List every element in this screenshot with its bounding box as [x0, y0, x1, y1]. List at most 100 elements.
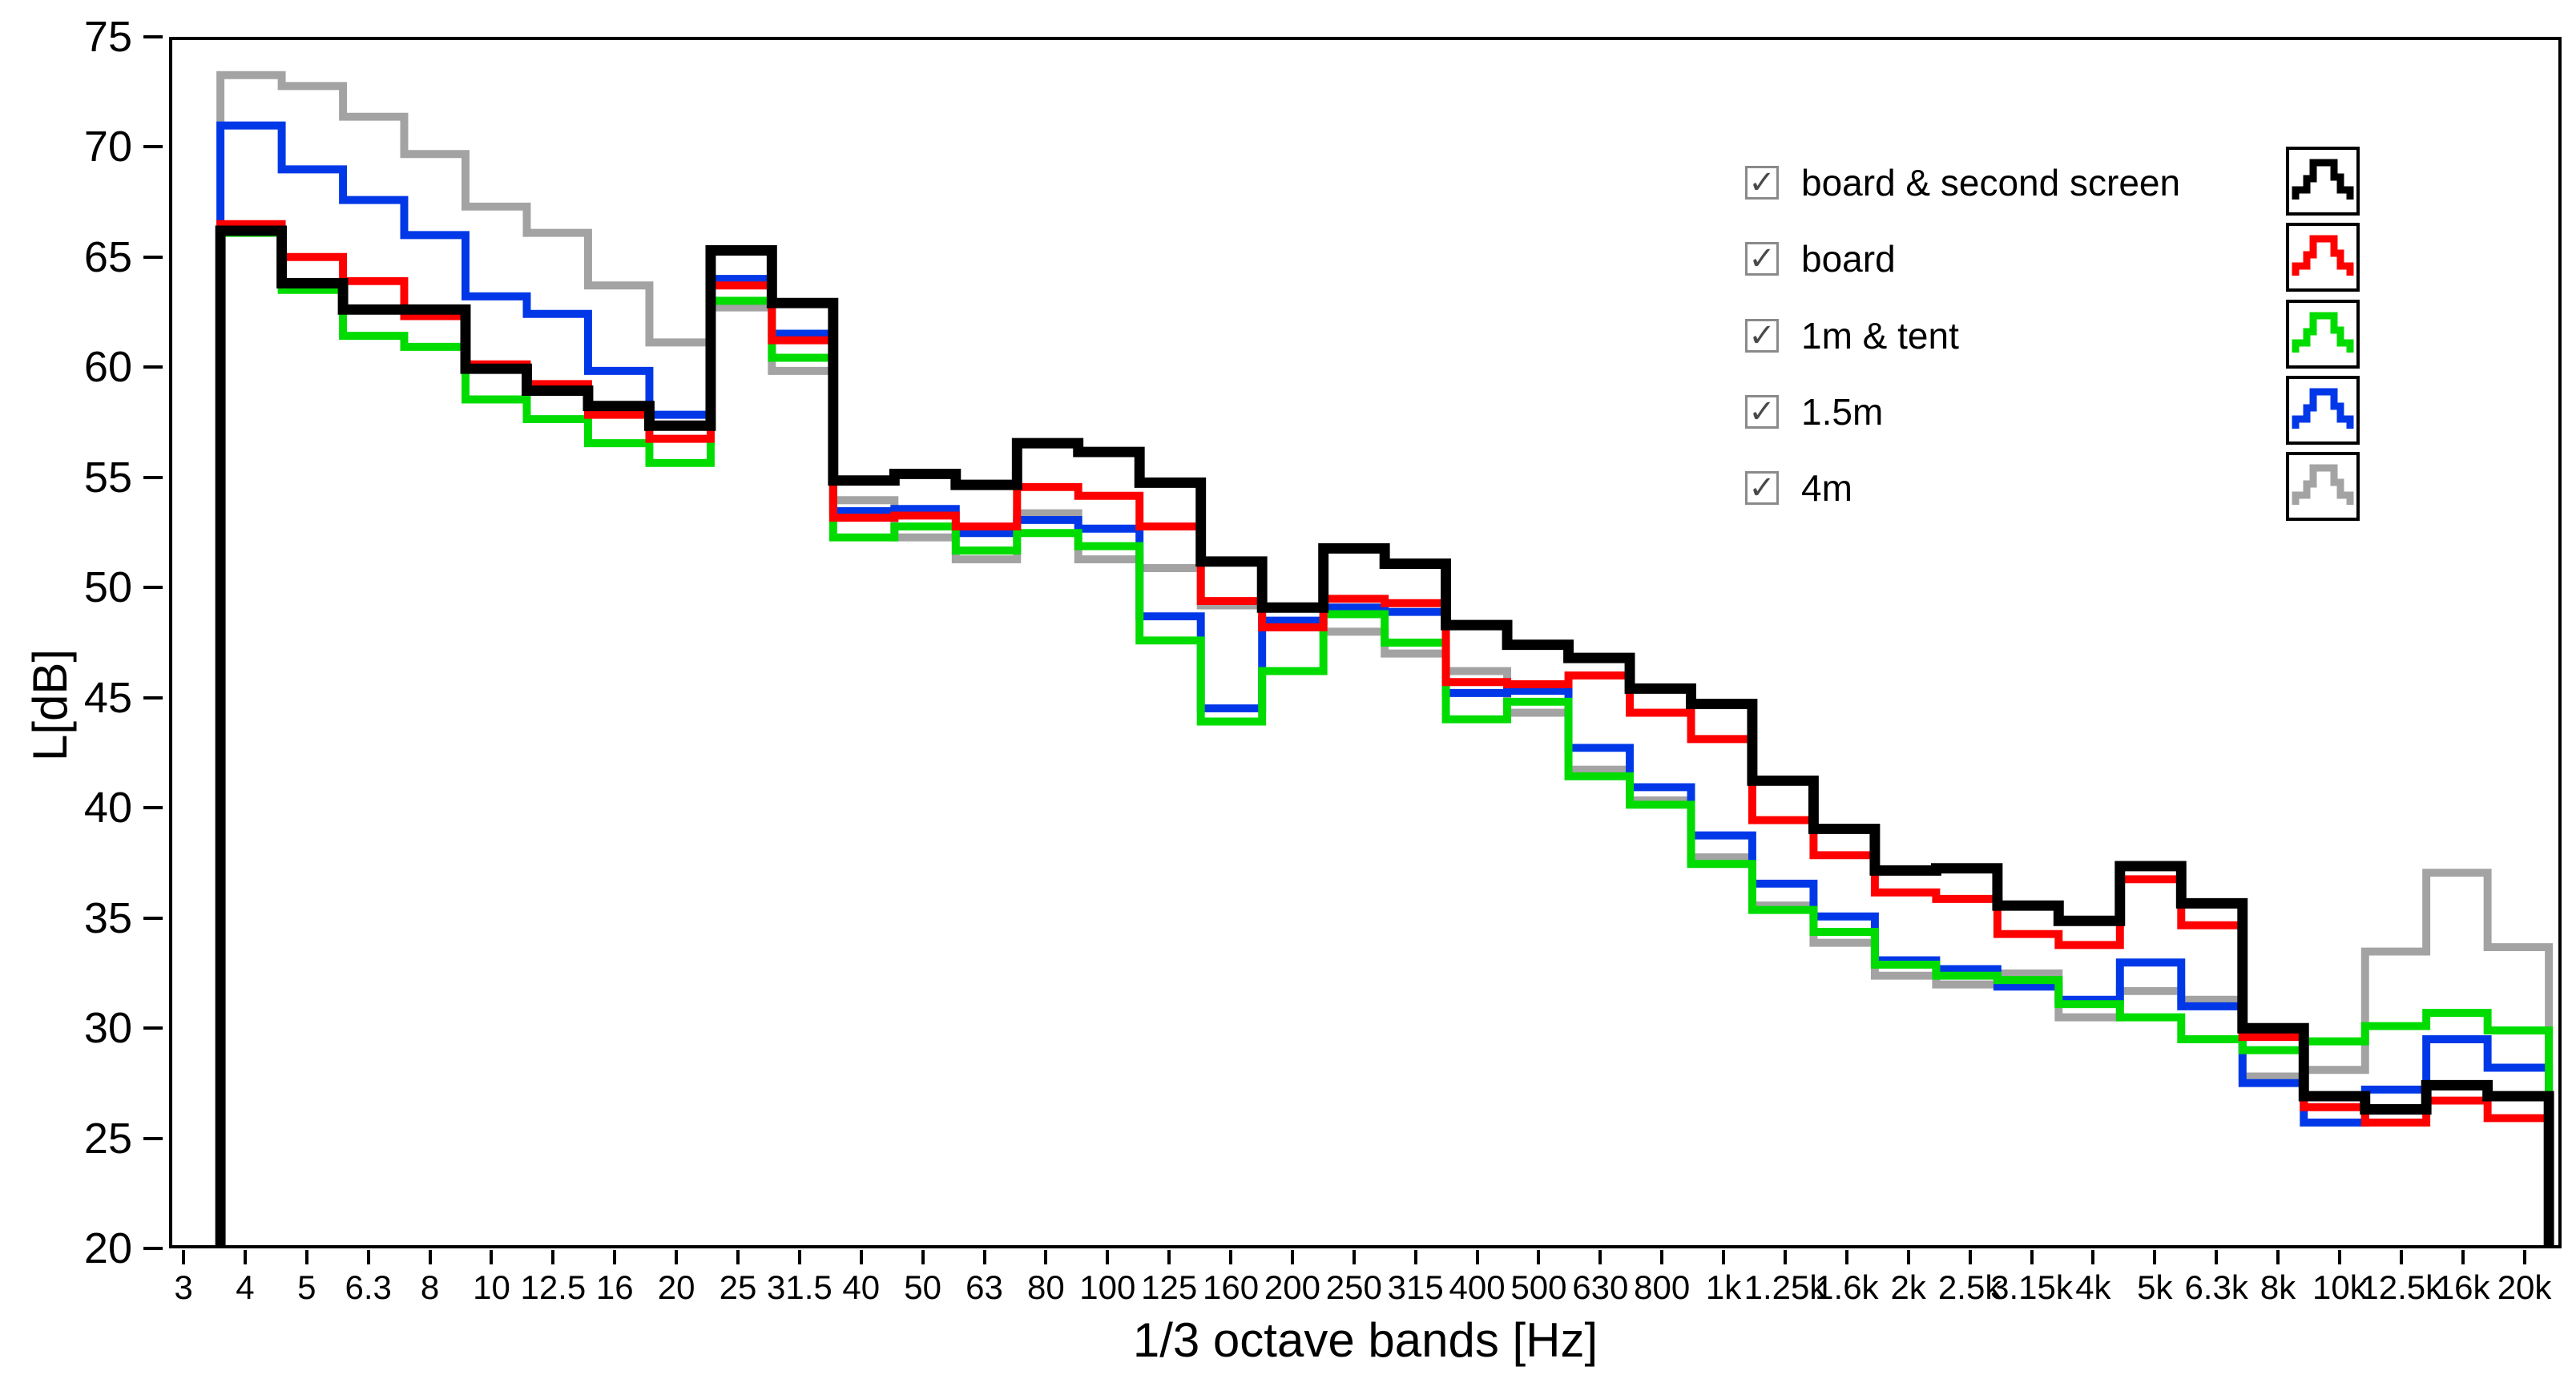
x-tick-label-10: 10 — [473, 1268, 510, 1306]
y-tick-dash-75 — [143, 35, 163, 38]
x-tick-label-3: 3 — [174, 1268, 193, 1306]
y-tick-label-30: 30 — [83, 1004, 132, 1053]
x-tick-label-40: 40 — [842, 1268, 881, 1306]
y-tick-dash-30 — [143, 1026, 163, 1030]
series-style-icon — [2292, 235, 2354, 276]
y-tick-dash-70 — [143, 145, 163, 149]
x-tick-label-20k: 20k — [2497, 1268, 2552, 1306]
x-tick-label-100: 100 — [1079, 1268, 1136, 1306]
y-tick-dash-55 — [143, 475, 163, 479]
x-tick-dash-12.5k — [2399, 1250, 2403, 1264]
x-tick-label-80: 80 — [1027, 1268, 1065, 1306]
x-tick-label-160: 160 — [1202, 1268, 1260, 1306]
x-tick-dash-10k — [2337, 1250, 2341, 1264]
x-tick-label-16: 16 — [595, 1268, 634, 1306]
legend-style-box-1-5m[interactable] — [2286, 376, 2360, 445]
x-tick-dash-3 — [182, 1250, 186, 1264]
x-tick-dash-4 — [243, 1250, 247, 1264]
series-path-4m — [216, 71, 2554, 1245]
plot-area — [169, 37, 2562, 1248]
series-path-board — [216, 220, 2554, 1245]
legend-label-1-5m: 1.5m — [1801, 391, 1884, 433]
legend-checkbox-4m[interactable]: ✓ — [1745, 470, 1779, 506]
legend-style-box-board-second-screen[interactable] — [2286, 147, 2360, 216]
x-tick-label-63: 63 — [965, 1268, 1003, 1306]
x-tick-label-315: 315 — [1387, 1268, 1444, 1306]
x-tick-dash-31.5 — [797, 1250, 801, 1264]
legend-checkbox-1-5m[interactable]: ✓ — [1745, 394, 1779, 429]
x-tick-dash-630 — [1598, 1250, 1602, 1264]
legend-row-1: ✓ board & second screen — [1745, 164, 2180, 201]
x-tick-dash-100 — [1106, 1250, 1110, 1264]
x-axis-title: 1/3 octave bands [Hz] — [1132, 1313, 1598, 1367]
x-tick-label-8: 8 — [420, 1268, 440, 1306]
x-tick-dash-10 — [490, 1250, 494, 1264]
x-tick-dash-5k — [2153, 1250, 2157, 1264]
y-tick-label-65: 65 — [83, 232, 132, 281]
x-tick-label-125: 125 — [1141, 1268, 1198, 1306]
legend-style-box-board[interactable] — [2286, 223, 2360, 292]
legend-style-box-1m-tent[interactable] — [2286, 300, 2360, 369]
x-tick-label-2k: 2k — [1890, 1268, 1926, 1306]
x-tick-label-31.5: 31.5 — [767, 1268, 832, 1306]
x-tick-dash-8k — [2276, 1250, 2280, 1264]
y-tick-dash-40 — [143, 806, 163, 810]
x-tick-label-16k: 16k — [2435, 1268, 2490, 1306]
x-tick-label-200: 200 — [1264, 1268, 1320, 1306]
x-tick-dash-200 — [1290, 1250, 1294, 1264]
x-tick-dash-6.3 — [366, 1250, 370, 1264]
legend-label-board: board — [1801, 238, 1896, 280]
legend-checkbox-1m-tent[interactable]: ✓ — [1745, 318, 1779, 353]
x-tick-label-500: 500 — [1510, 1268, 1567, 1306]
y-tick-dash-25 — [143, 1136, 163, 1140]
y-tick-dash-50 — [143, 586, 163, 590]
x-tick-dash-500 — [1537, 1250, 1541, 1264]
series-path-1m-tent — [216, 228, 2554, 1245]
x-tick-dash-315 — [1413, 1250, 1417, 1264]
x-tick-label-800: 800 — [1634, 1268, 1691, 1306]
x-tick-dash-6.3k — [2215, 1250, 2219, 1264]
y-tick-label-75: 75 — [83, 13, 132, 61]
x-tick-label-1.25k: 1.25k — [1744, 1268, 1827, 1306]
y-tick-label-25: 25 — [83, 1114, 132, 1163]
series-path-board-second-screen — [215, 225, 2554, 1245]
series-style-icon — [2292, 159, 2354, 200]
x-tick-dash-1.6k — [1844, 1250, 1848, 1264]
legend-checkbox-board[interactable]: ✓ — [1745, 241, 1779, 276]
legend-checkbox-board-second-screen[interactable]: ✓ — [1745, 165, 1779, 200]
y-tick-dash-35 — [143, 916, 163, 920]
legend-label-board-second-screen: board & second screen — [1801, 162, 2181, 204]
x-tick-label-1k: 1k — [1705, 1268, 1742, 1306]
y-tick-label-50: 50 — [83, 563, 132, 612]
x-tick-label-5: 5 — [297, 1268, 316, 1306]
x-tick-dash-2.5k — [1968, 1250, 1972, 1264]
x-tick-label-12.5k: 12.5k — [2360, 1268, 2443, 1306]
legend-style-box-4m[interactable] — [2286, 452, 2360, 521]
x-tick-dash-3.15k — [2030, 1250, 2034, 1264]
legend-label-1m-tent: 1m & tent — [1801, 315, 1959, 357]
x-tick-label-6.3: 6.3 — [345, 1268, 392, 1306]
y-tick-label-35: 35 — [83, 893, 132, 942]
x-tick-dash-8 — [428, 1250, 432, 1264]
x-tick-label-6.3k: 6.3k — [2184, 1268, 2248, 1306]
x-tick-label-2.5k: 2.5k — [1937, 1268, 2002, 1306]
x-tick-label-25: 25 — [719, 1268, 757, 1306]
x-tick-dash-1.25k — [1783, 1250, 1787, 1264]
legend-row-3: ✓ 1m & tent — [1745, 317, 1959, 354]
series-path-1-5m — [216, 121, 2554, 1245]
x-tick-dash-25 — [736, 1250, 740, 1264]
x-tick-label-10k: 10k — [2312, 1268, 2367, 1306]
y-tick-dash-65 — [143, 255, 163, 259]
legend-row-2: ✓ board — [1745, 240, 1896, 277]
legend-row-5: ✓ 4m — [1745, 470, 1852, 506]
y-tick-label-40: 40 — [83, 784, 132, 833]
y-tick-dash-45 — [143, 696, 163, 700]
x-tick-dash-16 — [613, 1250, 617, 1264]
series-plot-svg — [215, 71, 2554, 1245]
x-tick-dash-4k — [2091, 1250, 2095, 1264]
y-tick-dash-60 — [143, 365, 163, 369]
x-tick-label-3.15k: 3.15k — [1990, 1268, 2073, 1306]
x-tick-dash-63 — [982, 1250, 986, 1264]
series-style-icon — [2292, 464, 2354, 505]
